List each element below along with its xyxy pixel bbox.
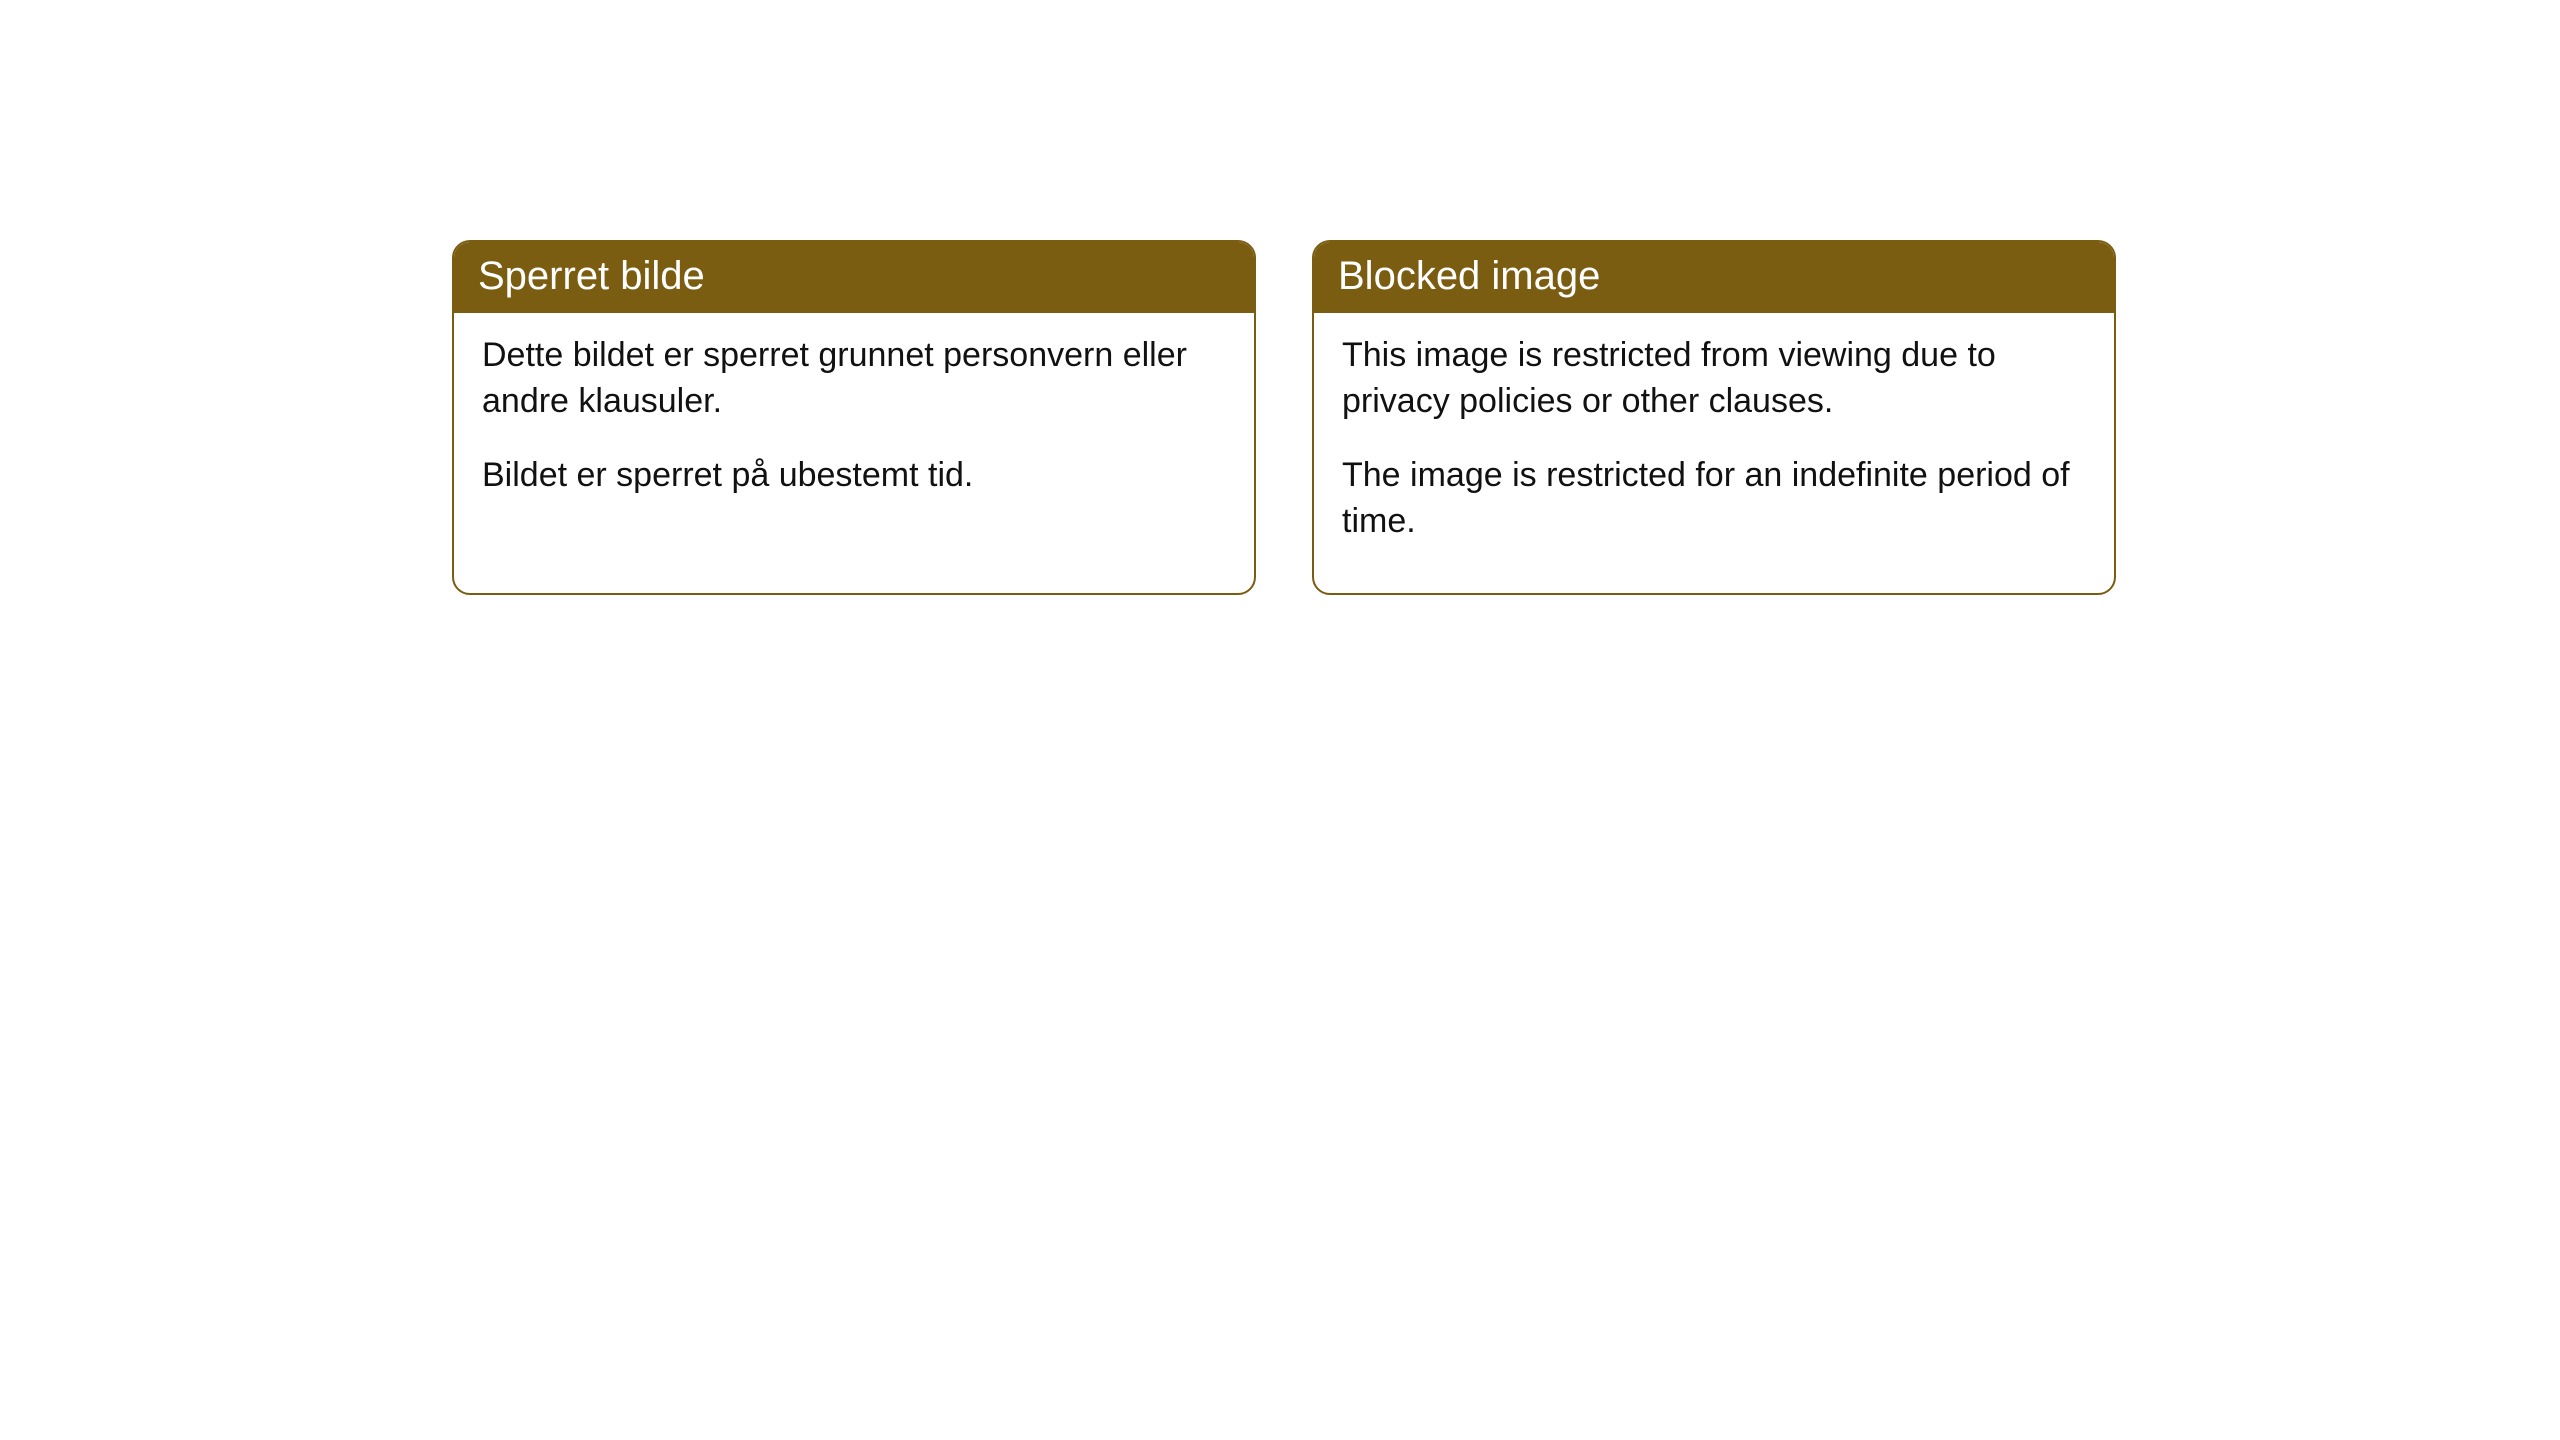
blocked-image-card-en: Blocked image This image is restricted f… bbox=[1312, 240, 2116, 595]
card-para1-en: This image is restricted from viewing du… bbox=[1342, 333, 2086, 425]
card-body-en: This image is restricted from viewing du… bbox=[1314, 313, 2114, 593]
card-header-no: Sperret bilde bbox=[454, 242, 1254, 313]
notice-container: Sperret bilde Dette bildet er sperret gr… bbox=[0, 0, 2560, 595]
card-para2-no: Bildet er sperret på ubestemt tid. bbox=[482, 453, 1226, 499]
card-body-no: Dette bildet er sperret grunnet personve… bbox=[454, 313, 1254, 547]
card-para1-no: Dette bildet er sperret grunnet personve… bbox=[482, 333, 1226, 425]
card-header-en: Blocked image bbox=[1314, 242, 2114, 313]
card-title-en: Blocked image bbox=[1338, 254, 1600, 298]
card-title-no: Sperret bilde bbox=[478, 254, 705, 298]
card-para2-en: The image is restricted for an indefinit… bbox=[1342, 453, 2086, 545]
blocked-image-card-no: Sperret bilde Dette bildet er sperret gr… bbox=[452, 240, 1256, 595]
